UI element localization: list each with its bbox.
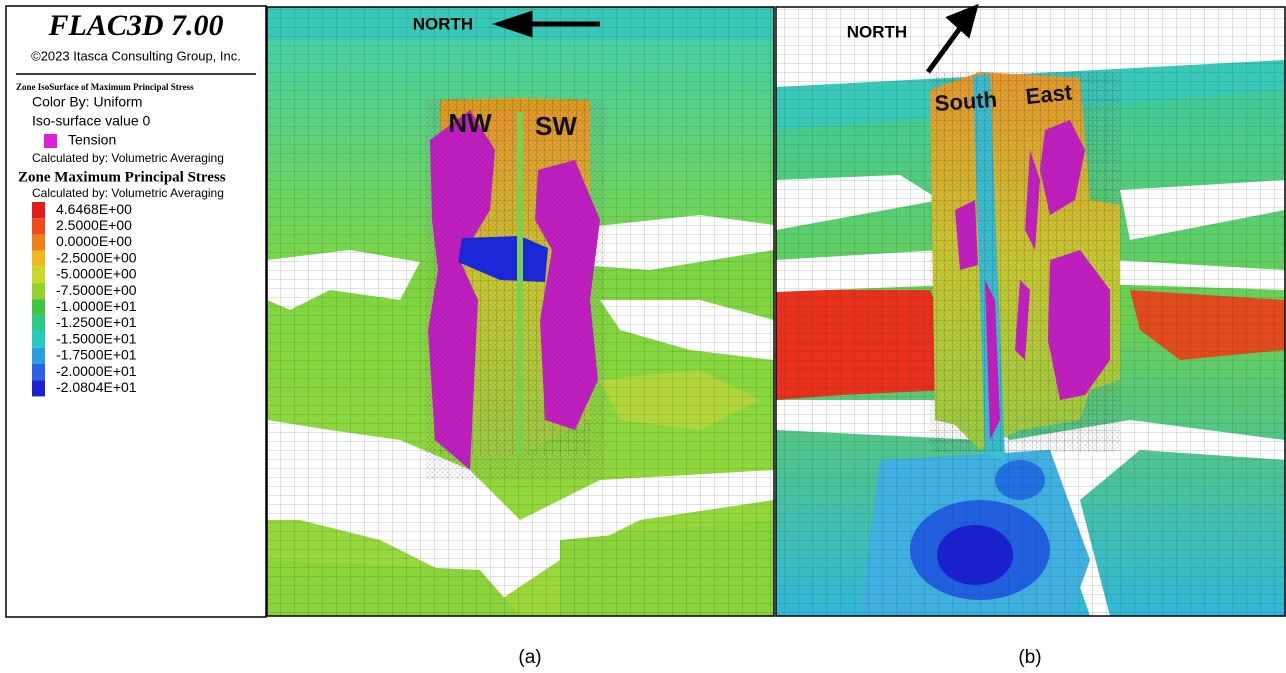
- iso-calculated-by: Calculated by: Volumetric Averaging: [32, 151, 224, 165]
- level-label: -1.0000E+01: [56, 298, 137, 314]
- color-swatch: [32, 202, 45, 218]
- tension-swatch: [44, 134, 57, 148]
- face-label: East: [1024, 79, 1073, 109]
- level-label: -1.2500E+01: [56, 314, 137, 330]
- face-label: South: [934, 87, 998, 116]
- tension-label: Tension: [68, 132, 116, 148]
- level-label: 2.5000E+00: [56, 217, 132, 233]
- level-label: -2.0804E+01: [56, 379, 137, 395]
- level-label: -1.7500E+01: [56, 347, 137, 363]
- color-swatch: [32, 267, 45, 283]
- color-swatch: [32, 251, 45, 267]
- caption: (a): [518, 647, 541, 668]
- panel-a-render: [267, 7, 774, 616]
- copyright: ©2023 Itasca Consulting Group, Inc.: [31, 48, 241, 63]
- color-swatch: [32, 234, 45, 250]
- level-label: -7.5000E+00: [56, 282, 137, 298]
- level-label: -1.5000E+01: [56, 330, 137, 346]
- face-label: SW: [535, 111, 577, 141]
- color-swatch: [32, 315, 45, 331]
- north-label: NORTH: [413, 14, 473, 33]
- north-label: NORTH: [847, 22, 907, 41]
- level-label: 0.0000E+00: [56, 233, 132, 249]
- color-swatch: [32, 218, 45, 234]
- caption: (b): [1018, 647, 1041, 668]
- face-label: NW: [448, 108, 492, 138]
- color-swatch: [32, 364, 45, 380]
- level-label: -2.0000E+01: [56, 363, 137, 379]
- color-swatch: [32, 348, 45, 364]
- color-swatch: [32, 299, 45, 315]
- color-swatch: [32, 283, 45, 299]
- iso-value: Iso-surface value 0: [32, 113, 150, 129]
- level-label: -2.5000E+00: [56, 249, 137, 265]
- level-label: 4.6468E+00: [56, 201, 132, 217]
- contour-calculated-by: Calculated by: Volumetric Averaging: [32, 186, 224, 200]
- iso-heading: Zone IsoSurface of Maximum Principal Str…: [16, 82, 194, 92]
- figure: FLAC3D 7.00 ©2023 Itasca Consulting Grou…: [0, 0, 1286, 673]
- color-swatch: [32, 380, 45, 396]
- level-label: -5.0000E+00: [56, 266, 137, 282]
- legend-title: FLAC3D 7.00: [47, 9, 223, 42]
- color-swatch: [32, 332, 45, 348]
- contour-heading: Zone Maximum Principal Stress: [18, 169, 226, 185]
- color-by: Color By: Uniform: [32, 94, 142, 110]
